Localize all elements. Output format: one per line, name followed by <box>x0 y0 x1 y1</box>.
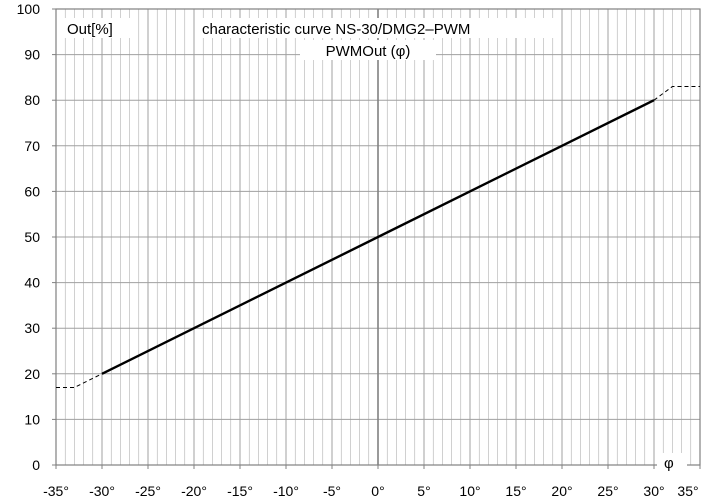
y-tick-label: 100 <box>17 1 41 17</box>
series-line-dashed <box>653 86 700 101</box>
x-tick-label: 10° <box>459 483 480 499</box>
chart-title: characteristic curve NS-30/DMG2–PWM <box>202 21 470 38</box>
y-tick-label: 90 <box>24 47 40 63</box>
x-tick-label: 5° <box>417 483 430 499</box>
x-tick-label: 25° <box>597 483 618 499</box>
chart-subtitle: PWMOut (φ) <box>326 43 411 60</box>
x-tick-label: 30° <box>643 483 664 499</box>
y-tick-label: 60 <box>24 183 40 199</box>
y-tick-label: 10 <box>24 411 40 427</box>
tick-label-layer: 0 10 20 30 40 50 60 70 80 90 100 -35° -30° -25° -20° -1… <box>17 1 699 499</box>
y-tick-label: 80 <box>24 92 40 108</box>
y-tick-label: 30 <box>24 320 40 336</box>
x-tick-label: -35° <box>43 483 69 499</box>
y-tick-label: 0 <box>32 457 40 473</box>
series-line-solid <box>101 99 655 375</box>
series-layer <box>56 86 700 388</box>
x-tick-label: 20° <box>551 483 572 499</box>
y-tick-label: 40 <box>24 275 40 291</box>
x-tick-label: 0° <box>371 483 384 499</box>
label-layer: Out[%] characteristic curve NS-30/DMG2–P… <box>64 18 687 472</box>
x-tick-label: -30° <box>89 483 115 499</box>
x-tick-label: -20° <box>181 483 207 499</box>
x-tick-label: 15° <box>505 483 526 499</box>
y-tick-label: 70 <box>24 138 40 154</box>
series-line-dashed <box>56 373 103 388</box>
x-axis-label: φ <box>664 455 674 472</box>
x-tick-label: -25° <box>135 483 161 499</box>
x-tick-label: -15° <box>227 483 253 499</box>
y-tick-label: 50 <box>24 229 40 245</box>
x-tick-label: 35° <box>677 483 698 499</box>
y-tick-label: 20 <box>24 366 40 382</box>
y-axis-label: Out[%] <box>67 21 113 38</box>
x-tick-label: -10° <box>273 483 299 499</box>
x-tick-label: -5° <box>323 483 341 499</box>
